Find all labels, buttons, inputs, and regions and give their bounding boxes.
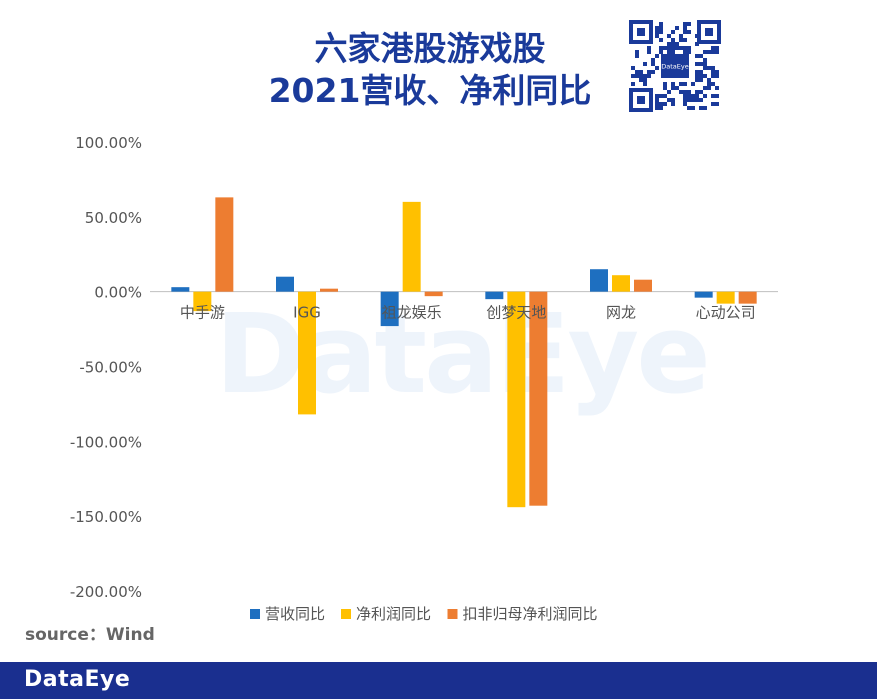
bar-adj-net-profit [320, 288, 338, 292]
bar-chart: 100.00% 50.00% 0.00% -50.00% -100.00% -150.00… [70, 134, 778, 623]
legend-swatch [341, 609, 351, 619]
y-tick-label: -50.00% [79, 359, 142, 377]
bar-revenue [694, 291, 713, 298]
bar-adj-net-profit [634, 279, 652, 292]
y-tick-label: 0.00% [94, 284, 142, 302]
category-label: 网龙 [606, 304, 636, 322]
y-tick-label: -150.00% [70, 508, 142, 526]
qr-center-label: DataEye [661, 63, 688, 71]
bar-net-profit [716, 291, 735, 304]
qr-code: DataEye [627, 18, 723, 114]
legend-label: 营收同比 [265, 605, 325, 623]
bar-net-profit [402, 201, 421, 292]
chart-title: 六家港股游戏股 2021营收、净利同比 [230, 28, 630, 112]
bar-adj-net-profit [738, 291, 757, 304]
category-label: IGG [293, 304, 321, 322]
bar-revenue [380, 291, 399, 327]
category-label: 创梦天地 [486, 304, 546, 322]
footer-logo: DataEye [24, 667, 131, 692]
bar-net-profit [298, 291, 316, 415]
y-tick-label: -100.00% [70, 433, 142, 451]
legend-label: 扣非归母净利润同比 [463, 605, 598, 623]
bar-net-profit [193, 291, 212, 312]
bar-adj-net-profit [215, 197, 234, 292]
legend-swatch [250, 609, 260, 619]
bar-revenue [485, 291, 504, 300]
category-label: 心动公司 [696, 304, 756, 322]
bar-revenue [171, 287, 190, 292]
watermark: DataEye [215, 290, 711, 418]
bar-net-profit [612, 275, 630, 292]
bar-revenue [276, 276, 294, 292]
bar-net-profit [507, 291, 526, 508]
bar-revenue [590, 269, 608, 292]
legend-swatch [447, 609, 458, 619]
title-line-2: 2021营收、净利同比 [268, 71, 592, 110]
y-tick-label: -200.00% [70, 583, 142, 601]
legend-label: 净利润同比 [356, 605, 431, 623]
y-tick-label: 50.00% [85, 209, 142, 227]
title-line-1: 六家港股游戏股 [314, 29, 546, 68]
y-tick-label: 100.00% [75, 134, 142, 152]
bar-adj-net-profit [424, 291, 443, 297]
source-note: source：Wind [25, 625, 155, 645]
category-label: 祖龙娱乐 [382, 304, 442, 322]
category-label: 中手游 [180, 304, 225, 322]
footer-bar: DataEye [0, 662, 877, 699]
bar-adj-net-profit [529, 291, 548, 506]
